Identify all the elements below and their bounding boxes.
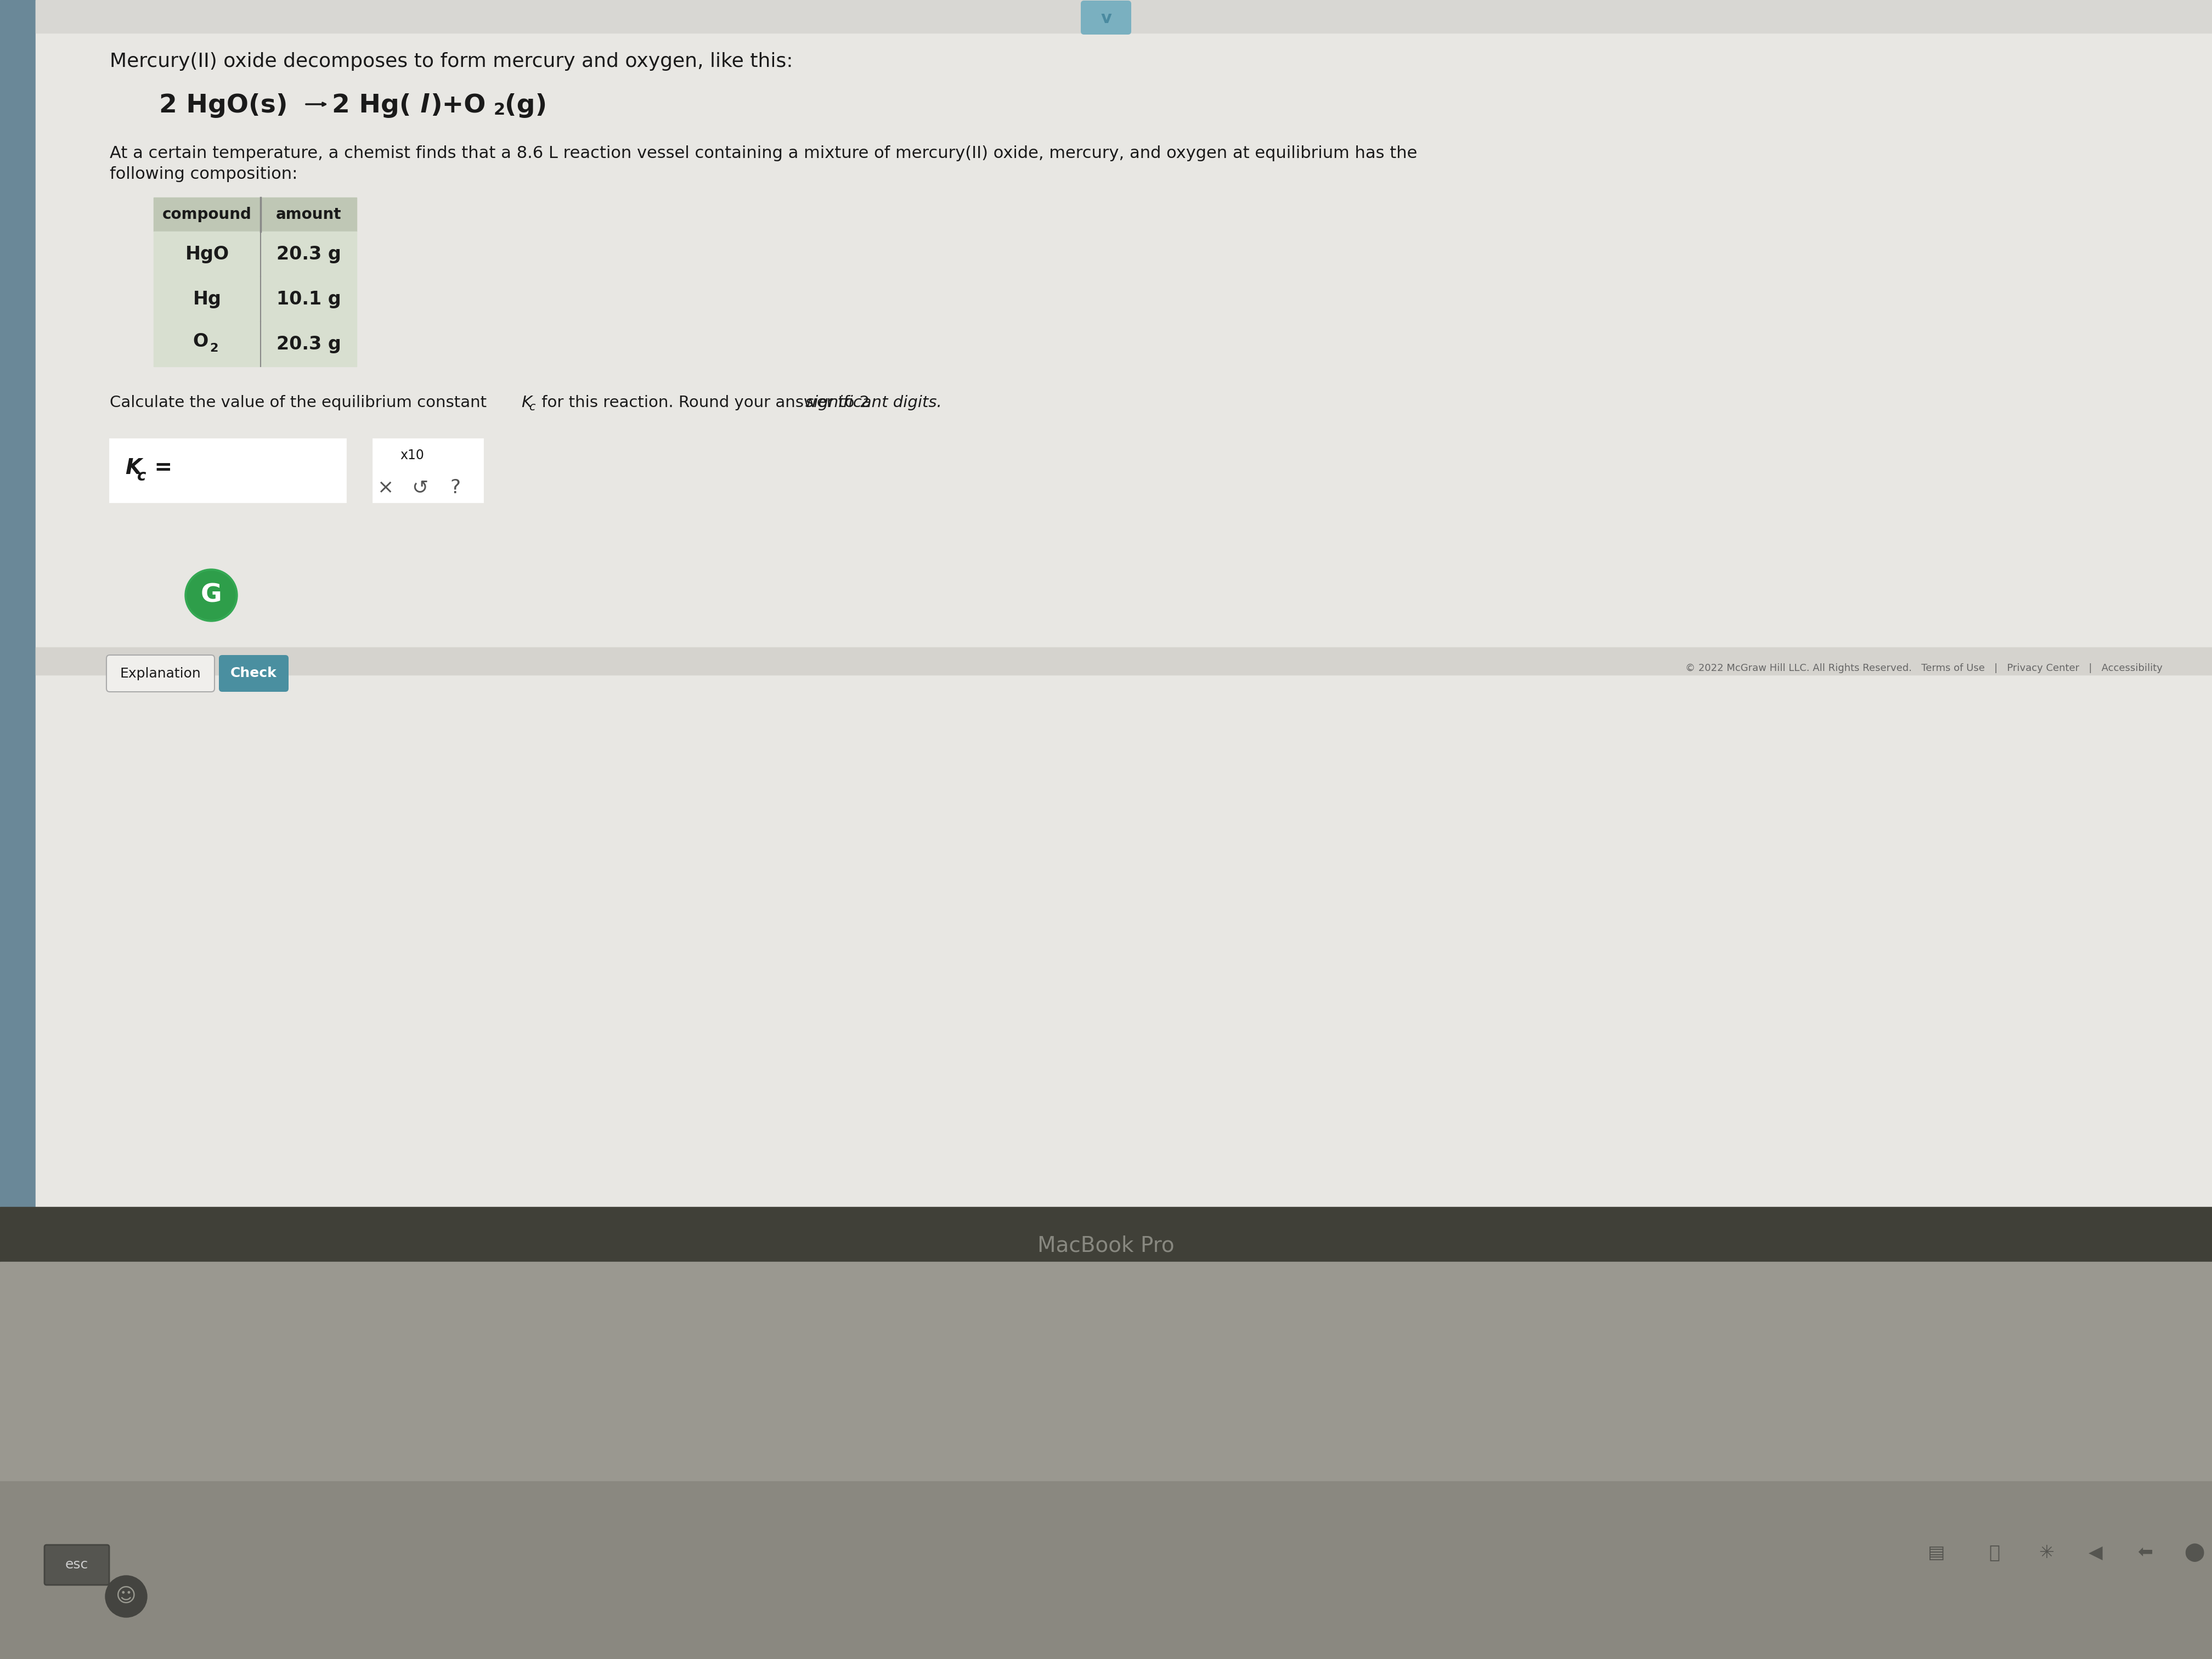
Bar [380, 450, 398, 469]
Bar [153, 277, 261, 322]
Text: for this reaction. Round your answer to 2: for this reaction. Round your answer to … [538, 395, 874, 410]
Bar [0, 1262, 2212, 1659]
Text: )+O: )+O [429, 93, 487, 118]
FancyBboxPatch shape [219, 655, 288, 692]
Circle shape [186, 569, 237, 622]
Text: 10.1 g: 10.1 g [276, 290, 341, 309]
FancyBboxPatch shape [1082, 0, 1130, 35]
Bar [0, 0, 35, 1208]
Bar [0, 1208, 2212, 1262]
Text: esc: esc [64, 1558, 88, 1571]
Bar [111, 440, 345, 503]
Text: 2 Hg(: 2 Hg( [332, 93, 411, 118]
Bar [0, 1481, 2212, 1659]
Text: l: l [420, 93, 429, 118]
Text: 20.3 g: 20.3 g [276, 246, 341, 264]
Text: Calculate the value of the equilibrium constant: Calculate the value of the equilibrium c… [111, 395, 491, 410]
FancyBboxPatch shape [106, 655, 215, 692]
Text: following composition:: following composition: [111, 166, 299, 182]
Circle shape [188, 571, 234, 619]
Bar [153, 232, 356, 277]
Circle shape [106, 1576, 146, 1618]
Text: Explanation: Explanation [119, 667, 201, 680]
Text: G: G [201, 582, 221, 607]
Text: Check: Check [230, 667, 276, 680]
Text: ✳: ✳ [2039, 1543, 2055, 1561]
Text: amount: amount [276, 207, 341, 222]
Bar [175, 451, 186, 491]
Text: 20.3 g: 20.3 g [276, 335, 341, 353]
Text: ?: ? [449, 478, 460, 498]
Bar [153, 232, 261, 277]
Text: K: K [126, 458, 142, 479]
Text: ⬅: ⬅ [2137, 1543, 2152, 1561]
Text: =: = [146, 458, 173, 479]
Text: 2: 2 [493, 103, 504, 118]
Text: 2: 2 [210, 343, 219, 353]
Bar [153, 277, 356, 322]
Text: At a certain temperature, a chemist finds that a 8.6 L reaction vessel containin: At a certain temperature, a chemist find… [111, 146, 1418, 161]
Text: (g): (g) [504, 93, 546, 118]
Bar [420, 446, 434, 458]
Text: Hg: Hg [192, 290, 221, 309]
Bar [374, 440, 482, 503]
Bar [35, 647, 2212, 675]
Text: ↺: ↺ [411, 478, 427, 498]
Bar [153, 197, 356, 232]
Text: c: c [137, 468, 146, 484]
Text: ▤: ▤ [1929, 1543, 1944, 1561]
Bar [35, 0, 2212, 33]
Bar [261, 277, 356, 322]
Text: v: v [1102, 10, 1110, 27]
Bar [153, 322, 356, 367]
Bar [261, 322, 356, 367]
Text: c: c [529, 401, 535, 413]
Text: x10: x10 [400, 450, 425, 461]
Text: compound: compound [161, 207, 252, 222]
Text: ☺: ☺ [115, 1588, 137, 1606]
Text: © 2022 McGraw Hill LLC. All Rights Reserved.   Terms of Use   |   Privacy Center: © 2022 McGraw Hill LLC. All Rights Reser… [1686, 664, 2163, 674]
Bar [153, 197, 356, 232]
Bar [261, 232, 356, 277]
Text: K: K [522, 395, 531, 410]
Bar [153, 322, 261, 367]
Text: significant digits.: significant digits. [805, 395, 942, 410]
Text: O: O [192, 333, 208, 350]
Text: 2 HgO(s): 2 HgO(s) [159, 93, 288, 118]
FancyBboxPatch shape [44, 1545, 108, 1584]
Text: ⬤: ⬤ [2183, 1543, 2205, 1561]
Text: HgO: HgO [186, 246, 230, 264]
Text: MacBook Pro: MacBook Pro [1037, 1234, 1175, 1256]
Text: 〈: 〈 [1989, 1543, 2000, 1561]
Text: ◀: ◀ [2088, 1543, 2104, 1561]
Text: Mercury(II) oxide decomposes to form mercury and oxygen, like this:: Mercury(II) oxide decomposes to form mer… [111, 51, 794, 71]
Bar [35, 0, 2212, 1208]
Text: ×: × [376, 478, 394, 498]
